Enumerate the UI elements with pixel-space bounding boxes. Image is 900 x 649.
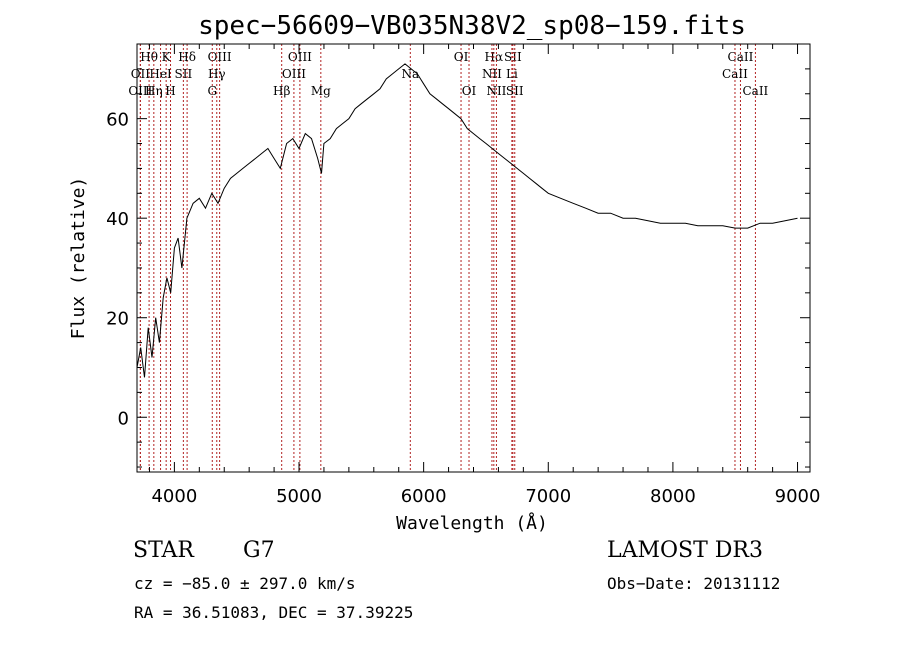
spectral-line-label: NII xyxy=(482,67,502,81)
spectral-line-label: Hβ xyxy=(273,84,290,98)
spectral-line-label: OIII xyxy=(282,67,306,81)
observation-date: Obs−Date: 20131112 xyxy=(607,574,781,593)
spectral-line-label: G xyxy=(207,84,217,98)
spectral-line-label: SII xyxy=(506,84,524,98)
spectral-line-label: CaII xyxy=(728,50,754,64)
spectral-line-label: SII xyxy=(175,67,193,81)
x-tick-label: 5000 xyxy=(276,486,322,507)
x-tick-label: 9000 xyxy=(775,486,821,507)
spectral-line-label: NII xyxy=(486,84,506,98)
coordinates: RA = 36.51083, DEC = 37.39225 xyxy=(134,603,414,622)
spectral-line-label: OIII xyxy=(288,50,312,64)
spectral-line-label: OI xyxy=(454,50,469,64)
x-axis-label: Wavelength (Å) xyxy=(396,512,548,534)
spectral-line-label: Mg xyxy=(311,84,331,98)
y-tick-label: 60 xyxy=(106,110,129,131)
spectral-line-label: Hη xyxy=(145,84,163,98)
y-tick-label: 40 xyxy=(106,209,129,230)
spectral-line-label: Hθ xyxy=(140,50,158,64)
spectral-line-label: OI xyxy=(462,84,477,98)
x-tick-label: 8000 xyxy=(650,486,696,507)
redshift-velocity: cz = −85.0 ± 297.0 km/s xyxy=(134,574,356,593)
spectral-line-label: OIII xyxy=(208,50,232,64)
x-tick-label: 6000 xyxy=(401,486,447,507)
survey-name: LAMOST DR3 xyxy=(607,538,763,563)
plot-frame xyxy=(136,43,811,473)
spectral-line-label: H xyxy=(165,84,175,98)
spectral-line-label: K xyxy=(162,50,172,64)
spectral-line-label: Li xyxy=(506,67,518,81)
object-subclass: G7 xyxy=(243,538,275,563)
x-tick-label: 7000 xyxy=(525,486,571,507)
y-tick-label: 20 xyxy=(106,309,129,330)
spectral-line-label: SII xyxy=(504,50,522,64)
spectral-line-label: Hα xyxy=(485,50,504,64)
chart-title: spec−56609−VB035N38V2_sp08−159.fits xyxy=(198,11,746,41)
axis-ticks: 4000 5000 6000 7000 8000 9000 0 20 40 60 xyxy=(106,43,821,507)
x-tick-label: 4000 xyxy=(151,486,197,507)
spectral-line-label: CaII xyxy=(722,67,748,81)
spectral-line-label: Hγ xyxy=(208,67,226,81)
object-type: STAR xyxy=(133,538,194,563)
spectral-line-label: Na xyxy=(401,67,419,81)
spectral-line-label: HeI xyxy=(149,67,172,81)
spectrum-series-line xyxy=(136,63,798,378)
spectral-line-label: OIII xyxy=(128,84,152,98)
spectral-line-label: Hδ xyxy=(178,50,196,64)
spectral-line-label: CaII xyxy=(742,84,768,98)
y-axis-label: Flux (relative) xyxy=(68,177,89,340)
y-tick-label: 0 xyxy=(118,408,129,429)
